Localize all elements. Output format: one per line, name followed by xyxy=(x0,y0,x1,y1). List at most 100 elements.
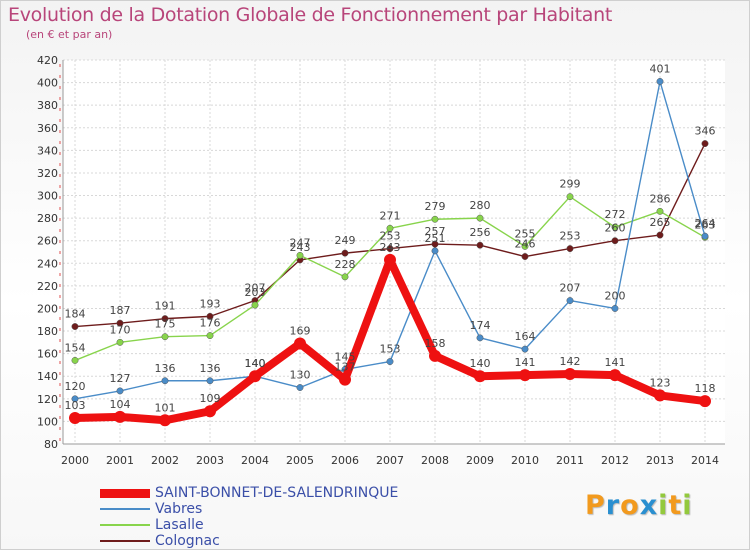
y-tick-label: 180 xyxy=(37,325,58,338)
data-point xyxy=(386,224,394,232)
data-point xyxy=(431,240,439,248)
data-label: 153 xyxy=(380,343,401,356)
data-label: 109 xyxy=(200,392,221,405)
data-label: 246 xyxy=(515,238,536,251)
legend-swatch xyxy=(100,508,150,510)
data-point xyxy=(431,215,439,223)
x-tick-label: 2009 xyxy=(466,454,494,467)
data-label: 207 xyxy=(245,282,266,295)
data-label: 286 xyxy=(650,192,671,205)
x-tick-label: 2007 xyxy=(376,454,404,467)
data-label: 279 xyxy=(425,200,446,213)
data-point xyxy=(206,332,214,340)
data-point xyxy=(701,232,709,240)
data-point xyxy=(204,405,216,418)
data-point xyxy=(159,414,171,427)
data-label: 187 xyxy=(110,304,131,317)
data-label: 346 xyxy=(695,125,716,138)
data-label: 251 xyxy=(425,232,446,245)
data-label: 136 xyxy=(155,362,176,375)
x-tick-label: 2004 xyxy=(241,454,269,467)
data-point xyxy=(611,223,619,231)
data-point xyxy=(521,253,529,260)
y-tick-label: 360 xyxy=(37,122,58,135)
legend-label: Vabres xyxy=(155,501,203,517)
data-point xyxy=(296,384,304,391)
x-tick-label: 2013 xyxy=(646,454,674,467)
data-point xyxy=(71,395,79,403)
data-point xyxy=(251,301,259,309)
data-label: 176 xyxy=(200,317,221,330)
legend-swatch xyxy=(100,524,150,526)
data-point xyxy=(161,377,169,385)
data-label: 164 xyxy=(515,330,536,343)
data-point xyxy=(521,242,529,250)
x-tick-label: 2014 xyxy=(691,454,719,467)
data-point xyxy=(566,245,574,253)
data-label: 253 xyxy=(560,230,581,243)
data-point xyxy=(654,389,666,402)
data-point xyxy=(294,337,306,350)
data-point xyxy=(656,207,664,215)
data-point xyxy=(386,358,394,366)
data-point xyxy=(656,231,664,239)
data-label: 191 xyxy=(155,300,176,313)
data-label: 118 xyxy=(695,382,716,395)
data-label: 140 xyxy=(470,357,491,370)
data-point xyxy=(116,319,124,327)
data-point xyxy=(206,377,214,385)
logo-letter: P xyxy=(585,490,606,521)
data-label: 249 xyxy=(335,234,356,247)
data-point xyxy=(71,356,79,364)
data-point xyxy=(161,315,169,323)
y-tick-label: 240 xyxy=(37,257,58,270)
x-tick-label: 2005 xyxy=(286,454,314,467)
data-label: 256 xyxy=(470,226,491,239)
y-tick-label: 300 xyxy=(37,190,58,203)
data-label: 141 xyxy=(605,356,626,369)
data-label: 200 xyxy=(605,289,626,302)
data-label: 264 xyxy=(695,217,716,230)
x-tick-label: 2002 xyxy=(151,454,179,467)
data-label: 141 xyxy=(515,356,536,369)
data-label: 228 xyxy=(335,258,356,271)
data-point xyxy=(431,247,439,255)
y-tick-label: 260 xyxy=(37,235,58,248)
data-label: 271 xyxy=(380,209,401,222)
data-label: 272 xyxy=(605,208,626,221)
data-label: 136 xyxy=(200,362,221,375)
data-label: 265 xyxy=(650,216,671,229)
y-tick-label: 420 xyxy=(37,54,58,67)
data-label: 193 xyxy=(200,297,221,310)
data-point xyxy=(161,333,169,341)
data-label: 280 xyxy=(470,199,491,212)
data-point xyxy=(564,367,576,380)
data-label: 243 xyxy=(380,241,401,254)
data-label: 127 xyxy=(110,372,131,385)
data-label: 253 xyxy=(380,230,401,243)
logo-letter: r xyxy=(605,490,621,521)
data-point xyxy=(429,349,441,362)
x-tick-label: 2011 xyxy=(556,454,584,467)
y-tick-label: 280 xyxy=(37,212,58,225)
data-point xyxy=(341,273,349,281)
data-point xyxy=(609,369,621,382)
data-point xyxy=(476,241,484,249)
data-label: 101 xyxy=(155,401,176,414)
logo-letter: t xyxy=(668,490,683,521)
data-point xyxy=(699,395,711,408)
y-tick-label: 220 xyxy=(37,280,58,293)
data-label: 103 xyxy=(65,399,86,412)
x-tick-label: 2012 xyxy=(601,454,629,467)
legend-label: Colognac xyxy=(155,533,220,549)
data-point xyxy=(114,410,126,423)
data-point xyxy=(341,249,349,257)
data-point xyxy=(249,370,261,383)
data-point xyxy=(116,387,124,395)
data-label: 243 xyxy=(290,241,311,254)
data-point xyxy=(339,373,351,386)
logo-letter: i xyxy=(658,490,669,521)
data-label: 170 xyxy=(110,323,131,336)
data-point xyxy=(384,253,396,266)
y-tick-label: 100 xyxy=(37,415,58,428)
